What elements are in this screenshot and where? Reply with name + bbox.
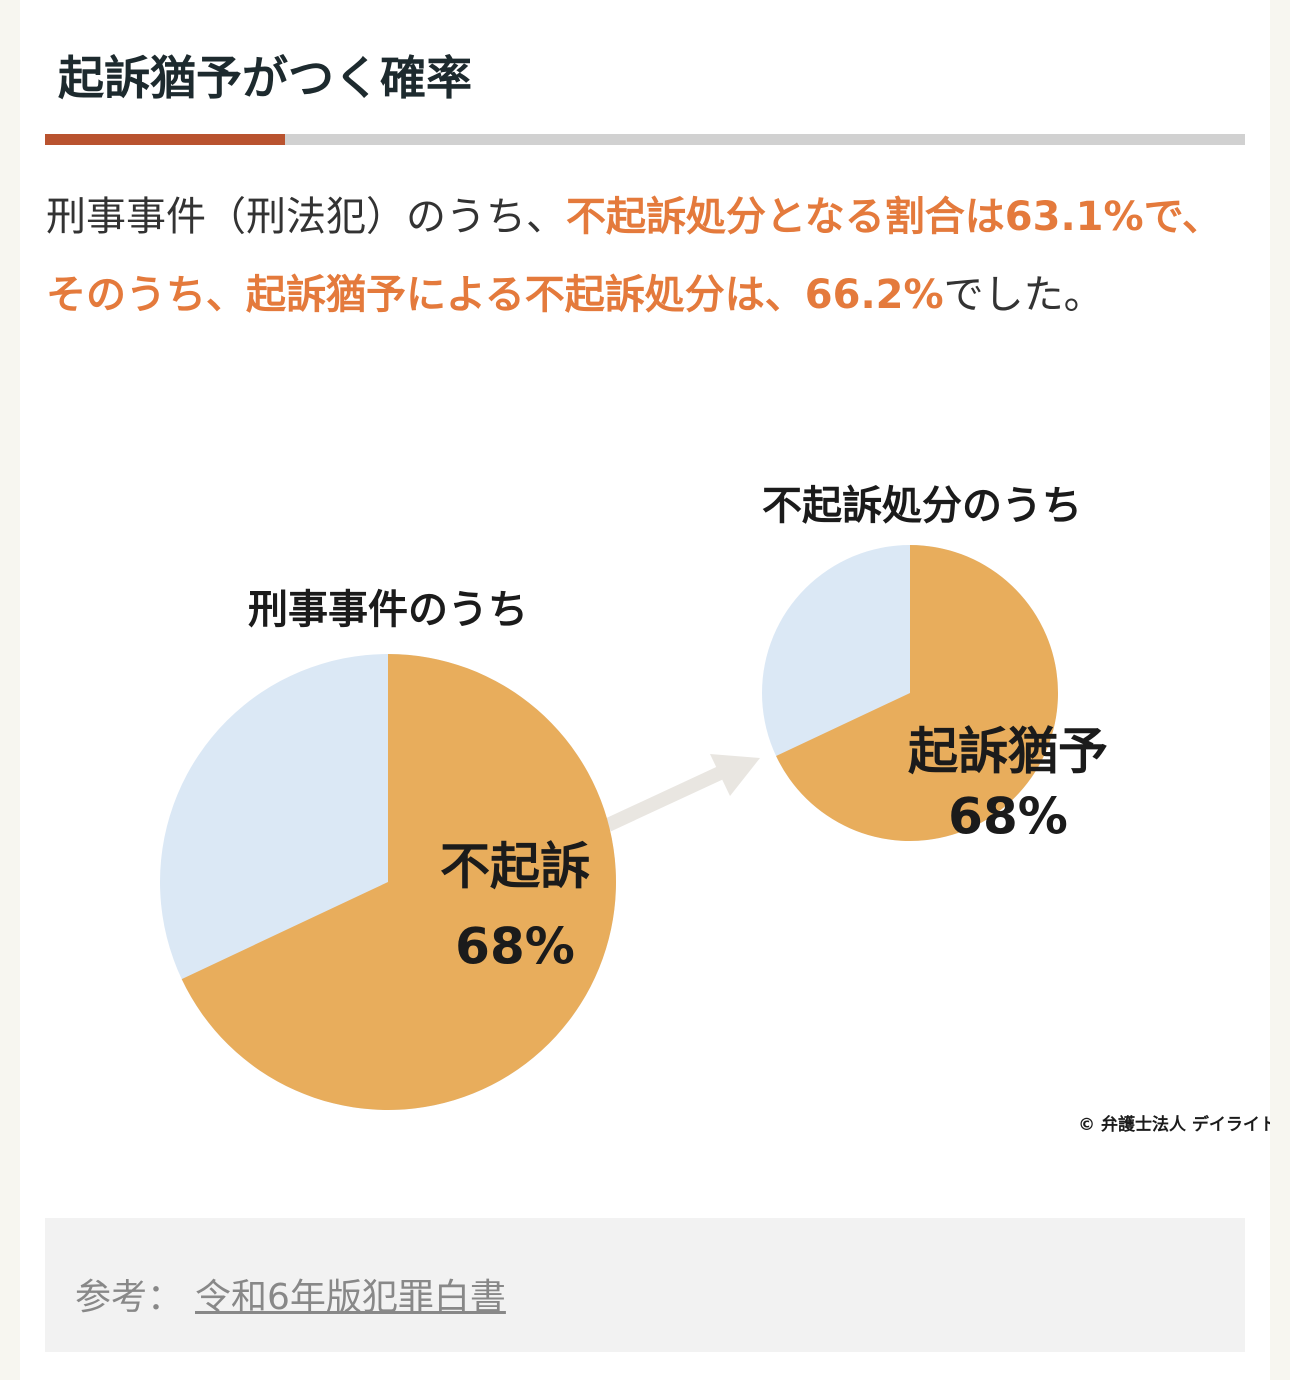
section-title: 起訴猶予がつく確率 — [58, 51, 472, 105]
reference-box: 参考： 令和6年版犯罪白書 — [45, 1218, 1245, 1352]
title-underline — [45, 134, 1245, 145]
highlight-text: 不起訴処分となる割合は63.1%で、そのうち、起訴猶予による不起訴処分は、66.… — [46, 194, 1222, 318]
reference-label: 参考： — [75, 1277, 184, 1318]
pie-slice — [181, 654, 616, 1110]
text: でした。 — [943, 272, 1104, 318]
arrow — [605, 766, 723, 832]
arrow-head — [710, 754, 760, 796]
reference-link[interactable]: 令和6年版犯罪白書 — [195, 1277, 506, 1318]
article: 起訴猶予がつく確率 刑事事件（刑法犯）のうち、不起訴処分となる割合は63.1%で… — [20, 0, 1270, 1380]
slice-value: 68% — [948, 788, 1068, 846]
slice-label: 不起訴 — [440, 838, 590, 896]
pie-title: 不起訴処分のうち — [762, 483, 1082, 529]
slice-label: 起訴猶予 — [908, 723, 1108, 781]
slice-value: 68% — [455, 918, 575, 976]
title-accent — [45, 134, 285, 145]
pie-slice — [776, 545, 1058, 841]
pie-title: 刑事事件のうち — [248, 587, 528, 633]
text: 刑事事件（刑法犯）のうち、 — [46, 194, 566, 240]
credit: © 弁護士法人 デイライト法律事務所 — [1078, 1114, 1270, 1135]
paragraph: 刑事事件（刑法犯）のうち、不起訴処分となる割合は63.1%で、そのうち、起訴猶予… — [46, 178, 1246, 334]
